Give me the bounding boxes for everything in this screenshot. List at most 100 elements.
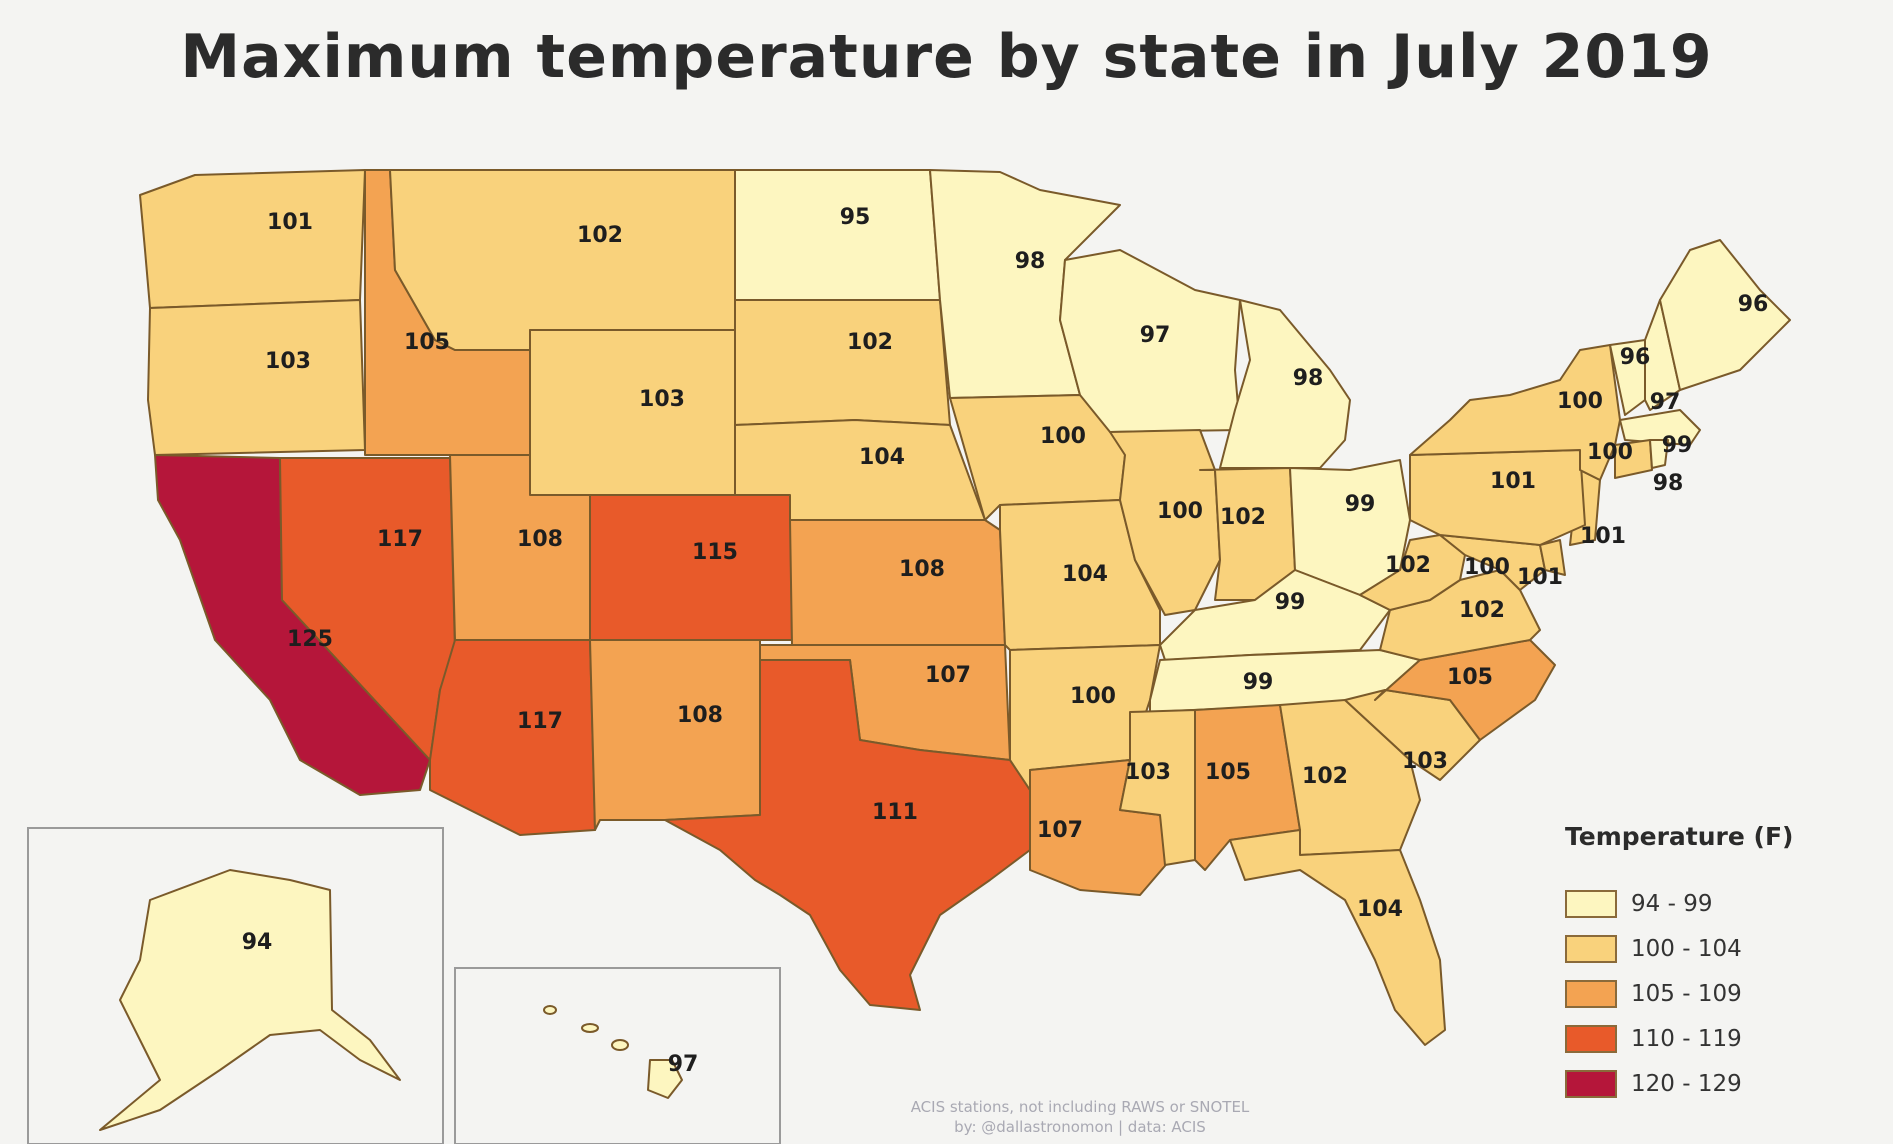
state-fl[interactable] bbox=[1229, 829, 1446, 1046]
label-de: 101 bbox=[1517, 565, 1563, 590]
label-wi: 97 bbox=[1140, 323, 1171, 348]
label-in: 102 bbox=[1220, 505, 1266, 530]
label-pa: 101 bbox=[1490, 469, 1536, 494]
state-hi[interactable] bbox=[647, 1059, 683, 1099]
state-ks[interactable] bbox=[789, 519, 1006, 646]
label-ky: 99 bbox=[1275, 590, 1306, 615]
label-oh: 99 bbox=[1345, 492, 1376, 517]
label-mi: 98 bbox=[1293, 366, 1324, 391]
legend-label: 105 - 109 bbox=[1631, 980, 1742, 1007]
label-ga: 102 bbox=[1302, 764, 1348, 789]
legend-swatch bbox=[1565, 934, 1617, 963]
legend-item: 110 - 119 bbox=[1565, 1016, 1865, 1061]
source-credit: ACIS stations, not including RAWS or SNO… bbox=[820, 1097, 1340, 1137]
state-sd[interactable] bbox=[734, 299, 951, 426]
legend-swatch bbox=[1565, 889, 1617, 918]
hawaii-inset bbox=[454, 967, 781, 1144]
label-nm: 108 bbox=[677, 703, 723, 728]
label-ak: 94 bbox=[242, 930, 273, 955]
credit-line: by: @dallastronomon | data: ACIS bbox=[954, 1118, 1206, 1136]
hi-island bbox=[581, 1023, 599, 1033]
state-ma[interactable] bbox=[1619, 409, 1701, 446]
hi-island bbox=[611, 1039, 629, 1051]
state-mi[interactable] bbox=[1219, 299, 1351, 469]
hi-island bbox=[543, 1005, 557, 1015]
state-ak[interactable] bbox=[99, 869, 401, 1131]
legend-label: 94 - 99 bbox=[1631, 890, 1713, 917]
label-ny: 100 bbox=[1557, 389, 1603, 414]
label-az: 117 bbox=[517, 709, 563, 734]
label-sc: 103 bbox=[1402, 749, 1448, 774]
legend-item: 105 - 109 bbox=[1565, 971, 1865, 1016]
label-hi: 97 bbox=[668, 1052, 699, 1077]
label-va: 102 bbox=[1459, 598, 1505, 623]
label-ma: 99 bbox=[1662, 433, 1693, 458]
label-or: 103 bbox=[265, 349, 311, 374]
legend-item: 100 - 104 bbox=[1565, 926, 1865, 971]
state-il[interactable] bbox=[1109, 429, 1221, 616]
label-nv: 117 bbox=[377, 527, 423, 552]
legend-label: 120 - 129 bbox=[1631, 1070, 1742, 1097]
label-id: 105 bbox=[404, 330, 450, 355]
label-me: 96 bbox=[1738, 292, 1769, 317]
state-tx[interactable] bbox=[664, 659, 1031, 1011]
label-mo: 104 bbox=[1062, 562, 1108, 587]
label-wa: 101 bbox=[267, 210, 313, 235]
label-wy: 103 bbox=[639, 387, 685, 412]
label-ar: 100 bbox=[1070, 684, 1116, 709]
label-nj: 101 bbox=[1580, 524, 1626, 549]
state-nm[interactable] bbox=[589, 639, 761, 831]
state-nc[interactable] bbox=[1374, 639, 1556, 741]
state-or[interactable] bbox=[147, 299, 366, 456]
state-wa[interactable] bbox=[139, 169, 366, 309]
label-wv: 102 bbox=[1385, 553, 1431, 578]
state-co[interactable] bbox=[589, 494, 793, 641]
label-il: 100 bbox=[1157, 499, 1203, 524]
label-ia: 100 bbox=[1040, 424, 1086, 449]
label-nc: 105 bbox=[1447, 665, 1493, 690]
legend-item: 94 - 99 bbox=[1565, 881, 1865, 926]
label-mn: 98 bbox=[1015, 249, 1046, 274]
label-ok: 107 bbox=[925, 663, 971, 688]
legend-label: 110 - 119 bbox=[1631, 1025, 1742, 1052]
label-ct: 100 bbox=[1587, 440, 1633, 465]
state-ri[interactable] bbox=[1649, 439, 1669, 469]
label-ks: 108 bbox=[899, 557, 945, 582]
map-title: Maximum temperature by state in July 201… bbox=[180, 22, 1713, 92]
label-co: 115 bbox=[692, 540, 738, 565]
label-ms: 103 bbox=[1125, 760, 1171, 785]
state-me[interactable] bbox=[1659, 239, 1791, 391]
state-nh[interactable] bbox=[1644, 299, 1681, 411]
state-az[interactable] bbox=[429, 639, 596, 836]
label-fl: 104 bbox=[1357, 897, 1403, 922]
state-pa[interactable] bbox=[1409, 449, 1586, 546]
state-nd[interactable] bbox=[734, 169, 941, 301]
label-la: 107 bbox=[1037, 818, 1083, 843]
alaska-inset bbox=[27, 827, 444, 1144]
label-nh: 97 bbox=[1650, 390, 1681, 415]
label-nd: 95 bbox=[840, 205, 871, 230]
label-mt: 102 bbox=[577, 223, 623, 248]
legend-swatch bbox=[1565, 1069, 1617, 1098]
legend-swatch bbox=[1565, 1024, 1617, 1053]
legend-swatch bbox=[1565, 979, 1617, 1008]
label-md: 100 bbox=[1464, 555, 1510, 580]
label-ne: 104 bbox=[859, 445, 905, 470]
state-wy[interactable] bbox=[529, 329, 736, 496]
label-ri: 98 bbox=[1653, 471, 1684, 496]
legend-item: 120 - 129 bbox=[1565, 1061, 1865, 1106]
state-de[interactable] bbox=[1539, 539, 1566, 576]
legend-label: 100 - 104 bbox=[1631, 935, 1742, 962]
label-vt: 96 bbox=[1620, 345, 1651, 370]
state-mt[interactable] bbox=[389, 169, 736, 351]
credit-line: ACIS stations, not including RAWS or SNO… bbox=[910, 1098, 1250, 1116]
label-sd: 102 bbox=[847, 330, 893, 355]
legend: Temperature (F) 94 - 99 100 - 104 105 - … bbox=[1565, 822, 1865, 1106]
label-tn: 99 bbox=[1243, 670, 1274, 695]
state-ct[interactable] bbox=[1614, 439, 1653, 479]
label-ut: 108 bbox=[517, 527, 563, 552]
legend-title: Temperature (F) bbox=[1565, 822, 1794, 851]
label-al: 105 bbox=[1205, 760, 1251, 785]
label-ca: 125 bbox=[287, 627, 333, 652]
